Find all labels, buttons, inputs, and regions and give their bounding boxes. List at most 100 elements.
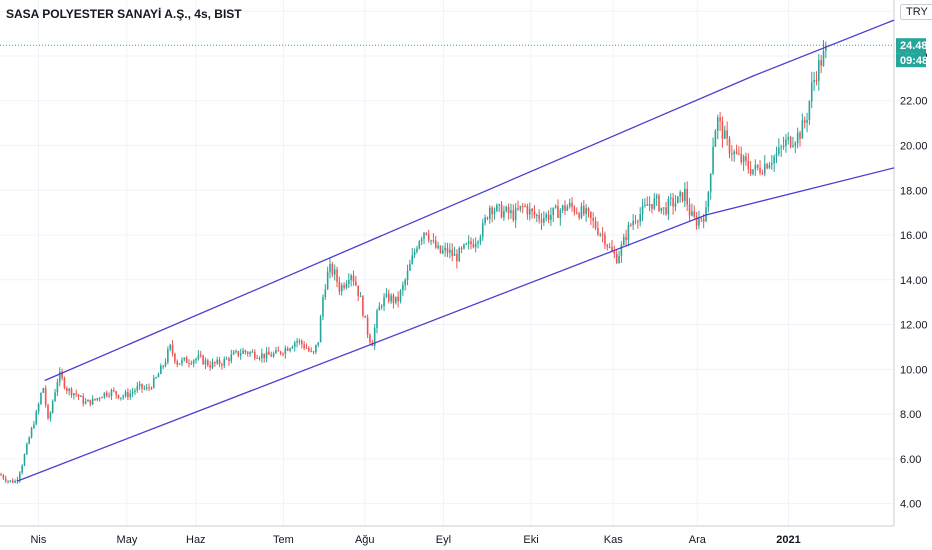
candle-body [195,358,197,361]
candle-body [472,244,475,248]
candle [402,281,404,296]
candle-body [19,472,21,480]
candle-body [326,271,329,290]
candle [209,360,211,371]
candle [380,304,383,310]
candle [763,155,766,177]
candle-body [261,353,263,359]
candle-body [458,248,461,262]
candle-body [789,136,792,147]
candle [122,394,124,400]
candle-body [514,208,517,220]
candle-body [289,348,291,351]
candle-body [284,348,287,354]
candle-body [702,218,705,222]
y-tick-label: 10.00 [900,364,928,376]
candle-body [467,241,470,244]
candle-body [134,390,136,393]
candle-body [84,401,87,404]
candle [108,392,110,398]
candle-body [242,350,244,354]
candle [37,402,40,415]
candle-body [536,214,538,216]
candle-body [768,164,771,169]
trend-channel [16,19,895,482]
candle [115,390,117,399]
candle-body [296,340,298,343]
candle-body [409,263,411,271]
candle-body [700,218,703,220]
candle [634,214,637,225]
candle-body [662,207,665,209]
candle [171,340,174,357]
candle [665,201,667,216]
candle-body [813,79,815,83]
candle [373,324,376,351]
candle-body [681,192,684,202]
candle [719,111,721,131]
candle [453,246,456,256]
currency-button[interactable]: TRY [900,4,932,20]
channel-line-lower[interactable] [16,167,895,482]
candle [803,116,806,129]
candle-body [315,344,317,353]
candle [622,233,625,246]
candle [124,389,127,398]
candle [651,204,653,214]
candle [536,213,538,223]
candle-body [763,164,766,174]
candle-body [580,206,583,218]
candle [68,387,70,396]
candle [505,205,508,213]
candle-body [239,353,242,356]
candle-body [575,212,578,214]
candle-body [244,350,247,353]
candle [167,346,169,365]
channel-line-upper[interactable] [44,19,895,382]
candle [566,204,569,212]
candle [507,203,510,220]
candle-body [286,348,289,351]
y-tick-label: 8.00 [900,409,921,421]
candle [49,410,52,422]
candle [669,193,672,207]
candle-body [272,353,275,357]
candle [188,359,190,368]
candle [197,350,200,361]
candle [430,239,432,246]
candle-body [486,217,489,219]
candle-body [129,393,132,398]
candle-body [592,218,594,221]
candle [249,351,251,357]
candle [305,343,308,349]
candle [23,453,26,467]
candle [155,376,157,379]
candle [35,409,38,426]
candle-body [493,210,496,215]
candle [7,480,9,484]
candle-body [228,358,230,362]
candle-body [33,424,35,429]
candle [63,376,66,390]
candle-body [658,195,660,211]
candle-body [383,296,385,307]
candle [444,242,446,257]
candle-body [420,238,423,242]
candle-body [258,358,261,360]
candle-body [712,146,714,174]
candle [688,197,691,222]
candle [752,169,754,176]
candle-body [425,232,428,235]
candle [192,359,195,368]
candle [528,202,531,221]
candle-body [427,234,430,241]
candle [674,195,677,212]
chart-title: SASA POLYESTER SANAYİ A.Ş., 4s, BIST [6,7,242,21]
candle [66,386,68,395]
candle [766,162,768,170]
candle [660,207,663,214]
candle [251,349,254,353]
candle [286,346,289,352]
candle-body [688,204,691,216]
candle [310,347,312,353]
